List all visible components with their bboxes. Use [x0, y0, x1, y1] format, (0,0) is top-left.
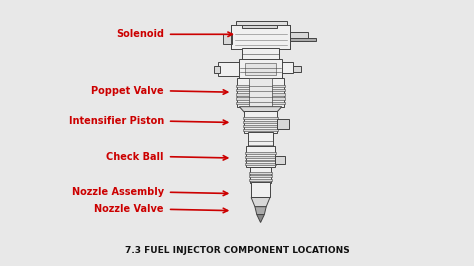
- Bar: [250, 167, 272, 183]
- Bar: [242, 25, 277, 28]
- Polygon shape: [251, 197, 270, 207]
- Bar: [246, 163, 276, 165]
- Bar: [214, 66, 220, 73]
- Bar: [246, 146, 275, 167]
- Bar: [248, 132, 273, 146]
- Bar: [236, 20, 287, 26]
- Bar: [239, 59, 282, 78]
- Bar: [251, 182, 270, 197]
- Bar: [231, 25, 290, 49]
- Bar: [290, 38, 316, 41]
- Bar: [246, 63, 276, 75]
- Bar: [249, 175, 273, 177]
- Bar: [236, 89, 285, 92]
- Bar: [243, 117, 278, 119]
- Bar: [243, 121, 278, 123]
- Bar: [236, 93, 285, 95]
- Bar: [249, 78, 273, 107]
- Bar: [277, 119, 289, 129]
- Bar: [249, 179, 273, 181]
- Bar: [243, 125, 278, 127]
- Bar: [223, 34, 232, 44]
- Bar: [218, 62, 244, 76]
- Polygon shape: [239, 107, 282, 112]
- Polygon shape: [255, 207, 266, 215]
- Text: Intensifier Piston: Intensifier Piston: [69, 116, 164, 126]
- Text: Check Ball: Check Ball: [107, 152, 164, 162]
- Bar: [237, 78, 284, 107]
- Bar: [243, 129, 278, 131]
- Bar: [246, 156, 276, 158]
- Bar: [242, 48, 279, 59]
- Bar: [236, 97, 285, 100]
- Bar: [246, 152, 276, 154]
- Bar: [244, 111, 277, 133]
- Bar: [275, 156, 285, 164]
- Bar: [236, 102, 285, 104]
- Bar: [270, 62, 292, 73]
- Text: Nozzle Assembly: Nozzle Assembly: [72, 187, 164, 197]
- Text: Solenoid: Solenoid: [116, 29, 164, 39]
- Bar: [236, 85, 285, 87]
- Bar: [246, 160, 276, 161]
- Bar: [249, 172, 273, 173]
- Text: Poppet Valve: Poppet Valve: [91, 86, 164, 96]
- Bar: [290, 32, 308, 41]
- Polygon shape: [257, 215, 264, 222]
- Text: Nozzle Valve: Nozzle Valve: [94, 204, 164, 214]
- Text: 7.3 FUEL INJECTOR COMPONENT LOCATIONS: 7.3 FUEL INJECTOR COMPONENT LOCATIONS: [125, 246, 349, 255]
- Bar: [292, 66, 301, 72]
